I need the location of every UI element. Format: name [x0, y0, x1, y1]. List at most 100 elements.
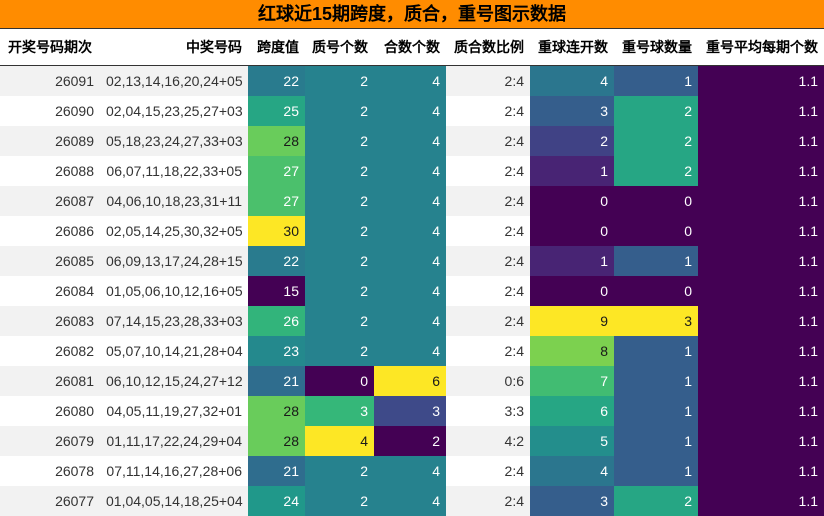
cell-issue: 26088 [0, 156, 100, 186]
cell-numbers: 02,13,14,16,20,24+05 [100, 65, 248, 96]
header-ratio: 质合数比例 [446, 29, 530, 66]
cell-ratio: 2:4 [446, 306, 530, 336]
cell-composite: 4 [374, 96, 446, 126]
cell-composite: 6 [374, 366, 446, 396]
cell-repeat-streak: 9 [530, 306, 614, 336]
cell-issue: 26082 [0, 336, 100, 366]
cell-repeat-count: 1 [614, 336, 698, 366]
cell-prime: 2 [305, 216, 374, 246]
cell-repeat-avg: 1.1 [698, 336, 824, 366]
cell-ratio: 2:4 [446, 486, 530, 516]
cell-repeat-count: 2 [614, 126, 698, 156]
cell-composite: 4 [374, 156, 446, 186]
cell-span: 15 [248, 276, 305, 306]
cell-numbers: 06,09,13,17,24,28+15 [100, 246, 248, 276]
cell-prime: 2 [305, 246, 374, 276]
cell-repeat-count: 2 [614, 96, 698, 126]
cell-prime: 2 [305, 306, 374, 336]
table-row: 26079 01,11,17,22,24,29+04 28 4 2 4:2 5 1 1.1 [0, 426, 824, 456]
cell-repeat-streak: 3 [530, 96, 614, 126]
table-row: 26085 06,09,13,17,24,28+15 22 2 4 2:4 1 1 1.1 [0, 246, 824, 276]
cell-prime: 2 [305, 126, 374, 156]
cell-ratio: 2:4 [446, 96, 530, 126]
cell-composite: 4 [374, 216, 446, 246]
cell-repeat-avg: 1.1 [698, 396, 824, 426]
cell-repeat-count: 3 [614, 306, 698, 336]
cell-prime: 2 [305, 65, 374, 96]
cell-repeat-streak: 4 [530, 456, 614, 486]
cell-repeat-avg: 1.1 [698, 276, 824, 306]
cell-repeat-count: 2 [614, 156, 698, 186]
cell-span: 28 [248, 426, 305, 456]
cell-composite: 4 [374, 126, 446, 156]
cell-repeat-streak: 0 [530, 276, 614, 306]
cell-numbers: 07,11,14,16,27,28+06 [100, 456, 248, 486]
cell-repeat-count: 1 [614, 426, 698, 456]
cell-numbers: 01,11,17,22,24,29+04 [100, 426, 248, 456]
cell-prime: 3 [305, 396, 374, 426]
cell-composite: 4 [374, 456, 446, 486]
cell-composite: 3 [374, 396, 446, 426]
cell-repeat-streak: 7 [530, 366, 614, 396]
table-row: 26080 04,05,11,19,27,32+01 28 3 3 3:3 6 1 1.1 [0, 396, 824, 426]
header-numbers: 中奖号码 [100, 29, 248, 66]
table-body: 26091 02,13,14,16,20,24+05 22 2 4 2:4 4 1 1.1 260… [0, 65, 824, 516]
cell-prime: 2 [305, 276, 374, 306]
cell-span: 21 [248, 456, 305, 486]
header-repeat-avg: 重号平均每期个数 [698, 29, 824, 66]
table-row: 26077 01,04,05,14,18,25+04 24 2 4 2:4 3 2 1.1 [0, 486, 824, 516]
cell-composite: 4 [374, 306, 446, 336]
cell-repeat-count: 0 [614, 186, 698, 216]
cell-numbers: 01,04,05,14,18,25+04 [100, 486, 248, 516]
cell-numbers: 05,07,10,14,21,28+04 [100, 336, 248, 366]
cell-ratio: 2:4 [446, 246, 530, 276]
cell-repeat-avg: 1.1 [698, 126, 824, 156]
cell-repeat-avg: 1.1 [698, 65, 824, 96]
table-row: 26088 06,07,11,18,22,33+05 27 2 4 2:4 1 2 1.1 [0, 156, 824, 186]
cell-repeat-streak: 0 [530, 186, 614, 216]
cell-ratio: 4:2 [446, 426, 530, 456]
cell-span: 24 [248, 486, 305, 516]
table-row: 26083 07,14,15,23,28,33+03 26 2 4 2:4 9 3 1.1 [0, 306, 824, 336]
cell-prime: 0 [305, 366, 374, 396]
cell-prime: 2 [305, 486, 374, 516]
cell-issue: 26085 [0, 246, 100, 276]
cell-numbers: 04,06,10,18,23,31+11 [100, 186, 248, 216]
cell-ratio: 0:6 [446, 366, 530, 396]
cell-repeat-avg: 1.1 [698, 486, 824, 516]
table-row: 26082 05,07,10,14,21,28+04 23 2 4 2:4 8 1 1.1 [0, 336, 824, 366]
cell-issue: 26087 [0, 186, 100, 216]
cell-prime: 2 [305, 336, 374, 366]
cell-composite: 4 [374, 336, 446, 366]
cell-composite: 4 [374, 186, 446, 216]
cell-repeat-count: 2 [614, 486, 698, 516]
cell-issue: 26080 [0, 396, 100, 426]
header-prime: 质号个数 [305, 29, 374, 66]
cell-numbers: 07,14,15,23,28,33+03 [100, 306, 248, 336]
table-row: 26091 02,13,14,16,20,24+05 22 2 4 2:4 4 1 1.1 [0, 65, 824, 96]
cell-issue: 26086 [0, 216, 100, 246]
cell-composite: 4 [374, 486, 446, 516]
cell-ratio: 2:4 [446, 65, 530, 96]
cell-issue: 26090 [0, 96, 100, 126]
cell-span: 22 [248, 246, 305, 276]
table-title: 红球近15期跨度，质合，重号图示数据 [0, 0, 824, 29]
table-row: 26078 07,11,14,16,27,28+06 21 2 4 2:4 4 1 1.1 [0, 456, 824, 486]
header-repeat-count: 重号球数量 [614, 29, 698, 66]
cell-span: 25 [248, 96, 305, 126]
cell-issue: 26078 [0, 456, 100, 486]
cell-repeat-count: 0 [614, 216, 698, 246]
table-row: 26089 05,18,23,24,27,33+03 28 2 4 2:4 2 2 1.1 [0, 126, 824, 156]
cell-repeat-streak: 1 [530, 156, 614, 186]
cell-numbers: 01,05,06,10,12,16+05 [100, 276, 248, 306]
cell-repeat-avg: 1.1 [698, 186, 824, 216]
table-row: 26090 02,04,15,23,25,27+03 25 2 4 2:4 3 2 1.1 [0, 96, 824, 126]
cell-repeat-streak: 4 [530, 65, 614, 96]
cell-repeat-streak: 6 [530, 396, 614, 426]
cell-repeat-streak: 8 [530, 336, 614, 366]
cell-repeat-count: 0 [614, 276, 698, 306]
cell-numbers: 02,05,14,25,30,32+05 [100, 216, 248, 246]
cell-repeat-avg: 1.1 [698, 306, 824, 336]
cell-issue: 26083 [0, 306, 100, 336]
cell-ratio: 2:4 [446, 126, 530, 156]
